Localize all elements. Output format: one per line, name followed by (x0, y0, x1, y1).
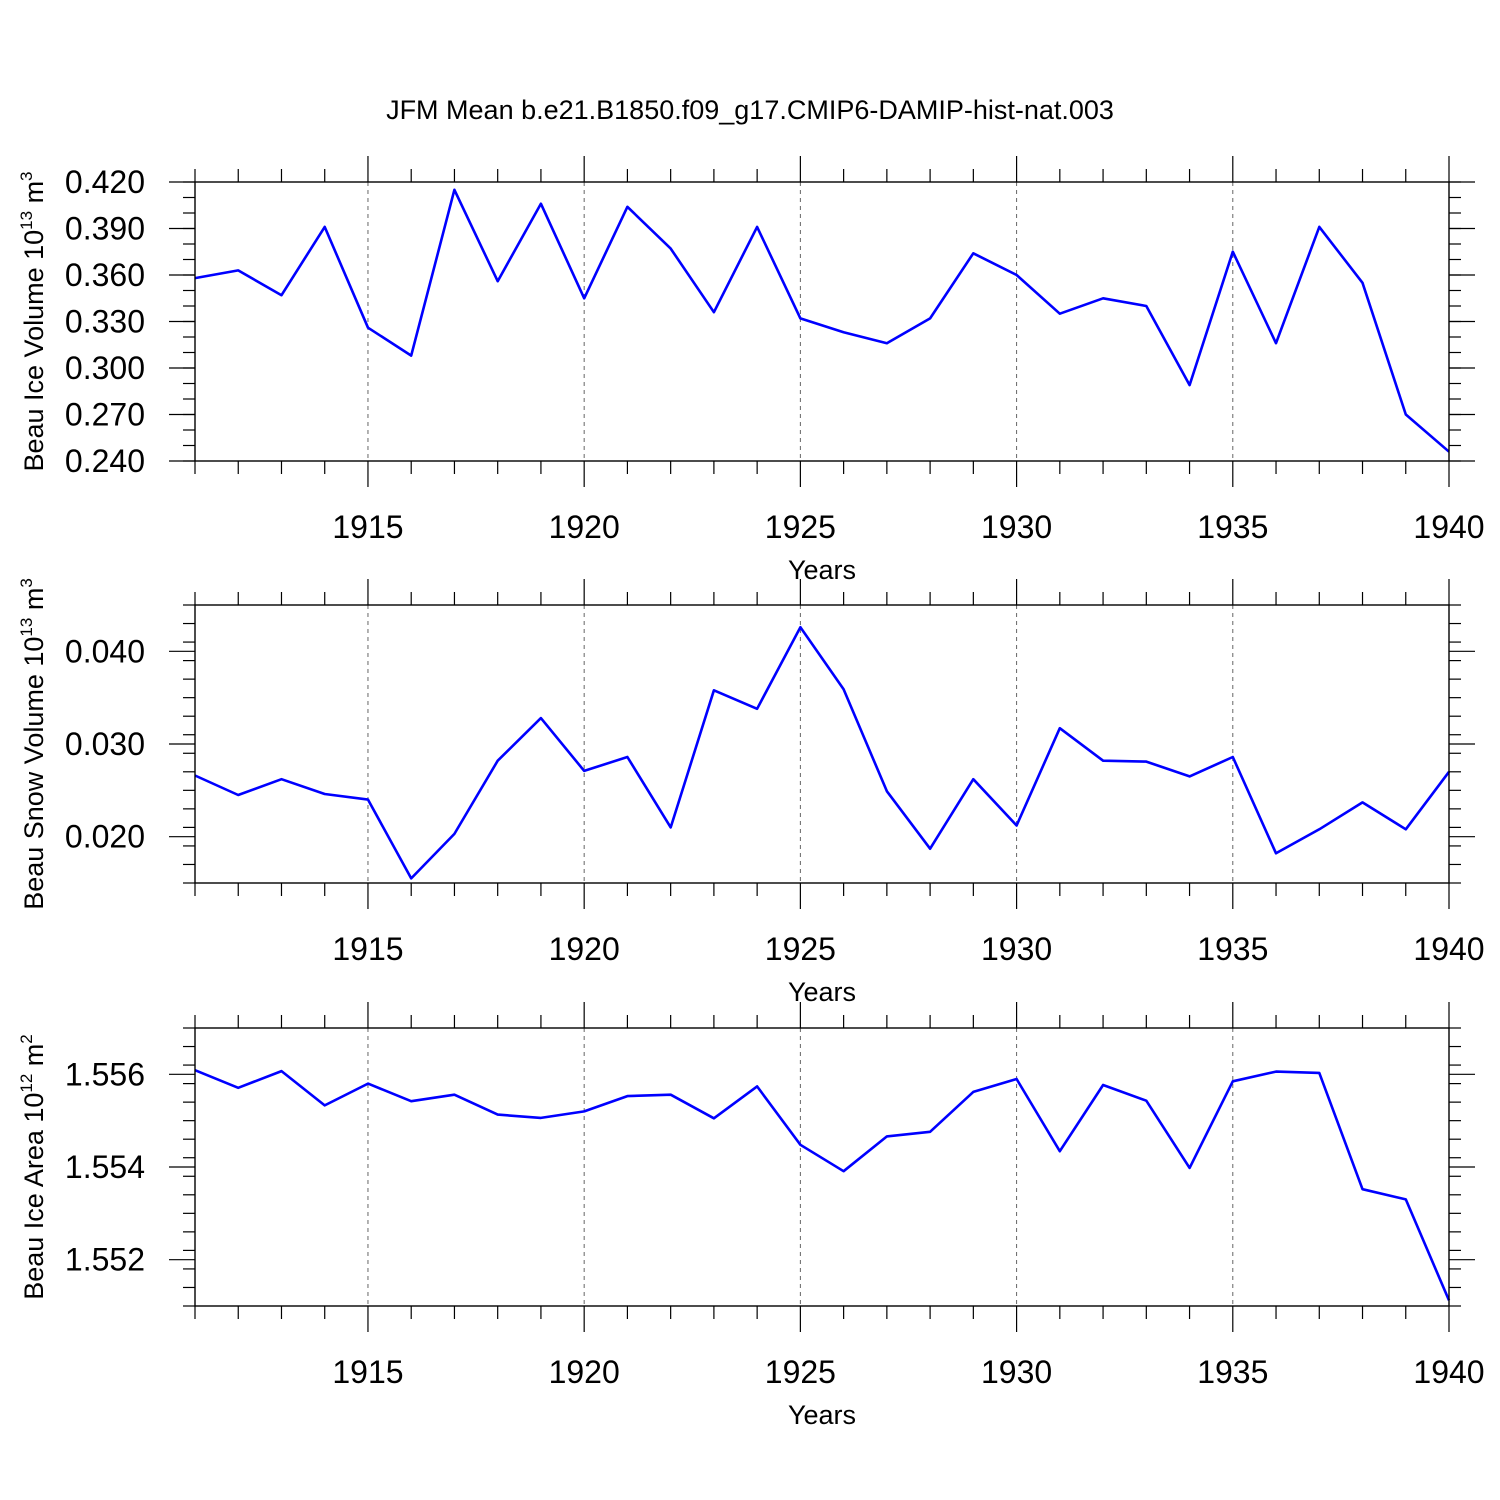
panel-ice-area: 1.552 1.554 1.556 1915 1920 1925 1930 1935 1940 Y… (17, 1002, 1485, 1430)
x-tick-label: 1930 (981, 1354, 1052, 1390)
series-line-snow-volume (194, 625, 1451, 880)
series-line-ice-area (194, 1068, 1451, 1301)
x-tick-label: 1935 (1197, 1354, 1268, 1390)
x-tick-label: 1915 (332, 931, 403, 967)
y-tick-label: 0.300 (65, 350, 145, 386)
x-tick-label: 1935 (1197, 931, 1268, 967)
x-tick-label: 1930 (981, 931, 1052, 967)
x-tick-label: 1940 (1413, 931, 1484, 967)
x-tick-label: 1920 (549, 509, 620, 545)
x-tick-label: 1925 (765, 509, 836, 545)
series-line-ice-volume (194, 188, 1450, 453)
y-axis-label: Beau Ice Volume 1013 m3 (17, 171, 49, 471)
x-tick-label: 1925 (765, 1354, 836, 1390)
y-tick-label: 0.390 (65, 211, 145, 247)
x-tick-label: 1925 (765, 931, 836, 967)
y-tick-label: 1.554 (65, 1149, 145, 1185)
plot-frame (194, 181, 1450, 462)
y-tick-label: 0.360 (65, 257, 145, 293)
y-tick-label: 0.240 (65, 443, 145, 479)
y-axis-label: Beau Ice Area 1012 m2 (17, 1034, 49, 1300)
x-tick-label: 1920 (549, 1354, 620, 1390)
x-axis-label: Years (788, 1400, 856, 1430)
chart-title: JFM Mean b.e21.B1850.f09_g17.CMIP6-DAMIP… (386, 95, 1114, 125)
x-axis-label: Years (788, 555, 856, 585)
y-axis-label: Beau Snow Volume 1013 m3 (17, 578, 49, 910)
x-tick-label: 1935 (1197, 509, 1268, 545)
plot-frame (194, 604, 1450, 884)
plot-frame (194, 1027, 1450, 1307)
x-tick-label: 1920 (549, 931, 620, 967)
x-tick-label: 1915 (332, 509, 403, 545)
panel-snow-volume: 0.020 0.030 0.040 1915 1920 1925 1930 1935 1940 Y… (17, 578, 1485, 1007)
y-tick-label: 1.552 (65, 1242, 145, 1278)
y-tick-label: 1.556 (65, 1056, 145, 1092)
y-tick-label: 0.420 (65, 164, 145, 200)
y-tick-label: 0.020 (65, 819, 145, 855)
x-axis-label: Years (788, 977, 856, 1007)
panel-ice-volume: 0.240 0.270 0.300 0.330 0.360 0.390 0.420 1915 1… (17, 156, 1485, 585)
y-tick-label: 0.040 (65, 633, 145, 669)
x-tick-label: 1940 (1413, 1354, 1484, 1390)
y-tick-label: 0.330 (65, 304, 145, 340)
x-tick-label: 1930 (981, 509, 1052, 545)
x-tick-label: 1940 (1413, 509, 1484, 545)
x-tick-label: 1915 (332, 1354, 403, 1390)
y-tick-label: 0.270 (65, 397, 145, 433)
y-tick-label: 0.030 (65, 726, 145, 762)
